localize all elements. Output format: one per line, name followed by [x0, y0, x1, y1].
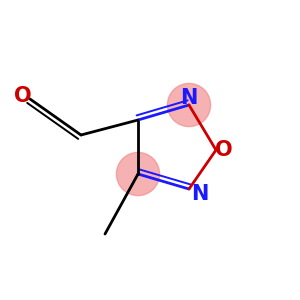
Circle shape	[167, 83, 211, 127]
Text: N: N	[191, 184, 208, 203]
Text: N: N	[180, 88, 197, 108]
Circle shape	[116, 152, 160, 196]
Text: O: O	[14, 86, 31, 106]
Text: O: O	[215, 140, 232, 160]
